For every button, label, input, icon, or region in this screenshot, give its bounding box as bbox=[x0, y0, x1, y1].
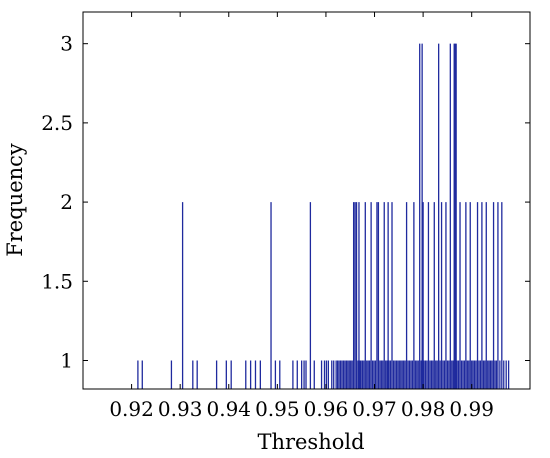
x-tick-label: 0.94 bbox=[206, 397, 251, 421]
x-tick-label: 0.96 bbox=[304, 397, 349, 421]
y-axis-ticks: 1 1.5 2 2.5 3 bbox=[41, 32, 530, 372]
y-tick-label: 2.5 bbox=[41, 111, 73, 135]
plot-frame bbox=[82, 11, 531, 390]
x-tick-label: 0.92 bbox=[109, 397, 154, 421]
x-tick-label: 0.93 bbox=[158, 397, 203, 421]
y-tick-label: 3 bbox=[60, 32, 73, 56]
bars-group bbox=[137, 43, 510, 389]
x-tick-label: 0.95 bbox=[255, 397, 300, 421]
y-tick-label: 1 bbox=[60, 348, 73, 372]
x-axis-ticks: 0.92 0.93 0.94 0.95 0.96 0.97 0.98 0.99 bbox=[109, 12, 494, 421]
x-tick-label: 0.99 bbox=[449, 397, 494, 421]
x-tick-label: 0.97 bbox=[352, 397, 397, 421]
x-axis-label: Threshold bbox=[257, 430, 364, 454]
y-tick-label: 1.5 bbox=[41, 269, 73, 293]
x-tick-label: 0.98 bbox=[401, 397, 446, 421]
y-tick-label: 2 bbox=[60, 190, 73, 214]
y-axis-label: Frequency bbox=[3, 143, 27, 257]
